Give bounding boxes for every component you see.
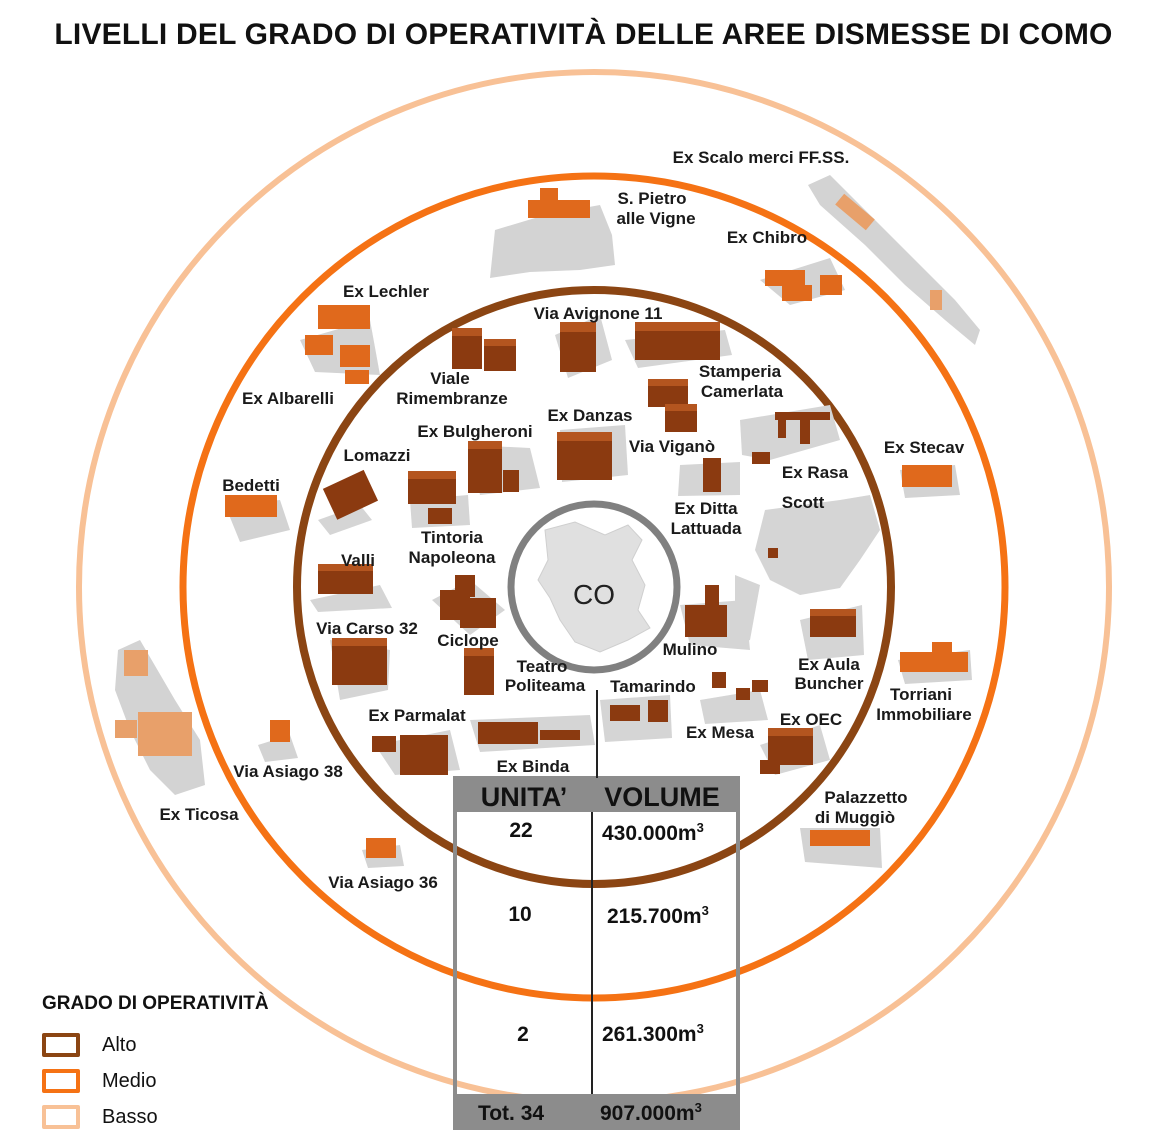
table-row-alto-volume: 430.000m3 <box>602 820 704 845</box>
area-torriani-immobiliare <box>898 642 972 684</box>
area-ex-stecav <box>900 465 960 498</box>
label-valli: Valli <box>341 551 375 570</box>
label-ex-lechler: Ex Lechler <box>343 282 429 301</box>
area-ex-binda <box>470 715 595 752</box>
area-s-pietro-alle-vigne <box>490 188 615 278</box>
label-via-asiago-36: Via Asiago 36 <box>328 873 438 892</box>
legend-swatch-alto <box>42 1033 80 1057</box>
area-valli <box>310 564 392 612</box>
legend-label-basso: Basso <box>102 1105 158 1128</box>
area-teatro-politeama <box>464 648 494 695</box>
label-ex-aula-buncher: Ex Aula Buncher <box>795 655 864 693</box>
label-bedetti: Bedetti <box>222 476 280 495</box>
area-ex-lechler <box>300 305 380 375</box>
area-stamperia-camerlata <box>648 379 697 432</box>
label-mulino: Mulino <box>663 640 718 659</box>
area-ex-mesa <box>700 672 768 724</box>
area-lomazzi <box>318 469 379 535</box>
legend: GRADO DI OPERATIVITÀ Alto Medio Basso <box>42 993 269 1135</box>
label-palazzetto-di-muggio: Palazzetto di Muggiò <box>815 788 908 827</box>
area-ex-rasa <box>740 405 840 464</box>
area-ciclope <box>432 575 505 635</box>
area-tamarindo <box>600 695 672 742</box>
label-ex-danzas: Ex Danzas <box>547 406 632 425</box>
table-row-basso-volume: 261.300m3 <box>602 1021 704 1046</box>
area-ex-scalo-merci <box>808 175 980 345</box>
area-ex-danzas <box>557 425 628 482</box>
area-mulino <box>680 585 750 650</box>
label-ex-mesa: Ex Mesa <box>686 723 755 742</box>
label-tintoria-napoleona: Tintoria Napoleona <box>409 528 496 567</box>
area-ex-albarelli <box>345 370 369 384</box>
center-label: CO <box>573 579 615 610</box>
label-s-pietro-alle-vigne: S. Pietro alle Vigne <box>616 189 695 228</box>
table-header-unita: UNITA’ <box>481 782 568 812</box>
area-via-vigano <box>678 458 740 496</box>
label-ciclope: Ciclope <box>437 631 498 650</box>
area-scott <box>755 495 880 595</box>
label-ex-oec: Ex OEC <box>780 710 842 729</box>
area-ex-oec <box>760 725 830 775</box>
legend-swatch-medio <box>42 1069 80 1093</box>
area-ex-chibro <box>760 258 845 305</box>
como-map-shape <box>537 521 651 653</box>
label-ex-binda: Ex Binda <box>497 757 570 776</box>
area-viale-rimembranze <box>452 328 516 371</box>
label-stamperia-camerlata: Stamperia Camerlata <box>699 362 784 401</box>
ring-medio <box>179 172 1009 1002</box>
label-ex-ditta-lattuada: Ex Ditta Lattuada <box>671 499 742 538</box>
label-via-avignone-11: Via Avignone 11 <box>534 304 663 323</box>
label-ex-chibro: Ex Chibro <box>727 228 807 247</box>
legend-item-alto: Alto <box>42 1027 269 1063</box>
summary-table: UNITA’ VOLUME 22 430.000m3 10 215.700m3 … <box>453 690 740 1130</box>
area-via-carso-32 <box>330 638 390 700</box>
ring-alto <box>293 286 895 888</box>
label-ex-scalo-merci: Ex Scalo merci FF.SS. <box>673 148 850 167</box>
label-ex-albarelli: Ex Albarelli <box>242 389 334 408</box>
area-bedetti <box>225 495 290 542</box>
ring-center <box>507 500 681 674</box>
area-tintoria-napoleona <box>408 471 470 528</box>
legend-swatch-basso <box>42 1105 80 1129</box>
label-ex-ticosa: Ex Ticosa <box>159 805 239 824</box>
area-palazzetto-di-muggio <box>800 828 882 868</box>
area-via-avignone-11 <box>555 315 732 378</box>
table-header-bar <box>455 778 738 812</box>
legend-item-basso: Basso <box>42 1099 269 1135</box>
table-row-basso-unita: 2 <box>517 1023 529 1046</box>
legend-label-medio: Medio <box>102 1069 157 1092</box>
label-ex-parmalat: Ex Parmalat <box>368 706 466 725</box>
label-ex-stecav: Ex Stecav <box>884 438 965 457</box>
area-ex-bulgheroni <box>468 441 540 495</box>
area-ex-parmalat <box>372 730 460 775</box>
area-via-asiago-36 <box>362 838 404 868</box>
page-title: LIVELLI DEL GRADO DI OPERATIVITÀ DELLE A… <box>54 18 1113 51</box>
table-row-alto-unita: 22 <box>509 819 532 842</box>
label-torriani-immobiliare: Torriani Immobiliare <box>876 685 971 724</box>
table-row-medio-unita: 10 <box>508 903 531 926</box>
label-teatro-politeama: Teatro Politeama <box>505 657 586 695</box>
table-total-volume: 907.000m3 <box>600 1100 702 1125</box>
table-total-bar <box>455 1094 738 1128</box>
label-tamarindo: Tamarindo <box>610 677 696 696</box>
area-ex-ticosa <box>115 640 205 795</box>
table-total-unita: Tot. 34 <box>478 1102 544 1125</box>
legend-item-medio: Medio <box>42 1063 269 1099</box>
area-via-asiago-38 <box>258 720 298 762</box>
legend-title: GRADO DI OPERATIVITÀ <box>42 993 269 1014</box>
table-row-medio-volume: 215.700m3 <box>607 903 709 928</box>
label-via-vigano: Via Viganò <box>629 437 715 456</box>
area-ex-aula-buncher <box>800 605 864 660</box>
label-ex-bulgheroni: Ex Bulgheroni <box>417 422 532 441</box>
label-viale-rimembranze: Viale Rimembranze <box>396 369 507 408</box>
label-lomazzi: Lomazzi <box>343 446 410 465</box>
table-header-volume: VOLUME <box>604 782 720 812</box>
label-via-asiago-38: Via Asiago 38 <box>233 762 343 781</box>
label-ex-rasa: Ex Rasa <box>782 463 849 482</box>
legend-label-alto: Alto <box>102 1033 137 1056</box>
label-scott: Scott <box>782 493 825 512</box>
label-via-carso-32: Via Carso 32 <box>316 619 418 638</box>
